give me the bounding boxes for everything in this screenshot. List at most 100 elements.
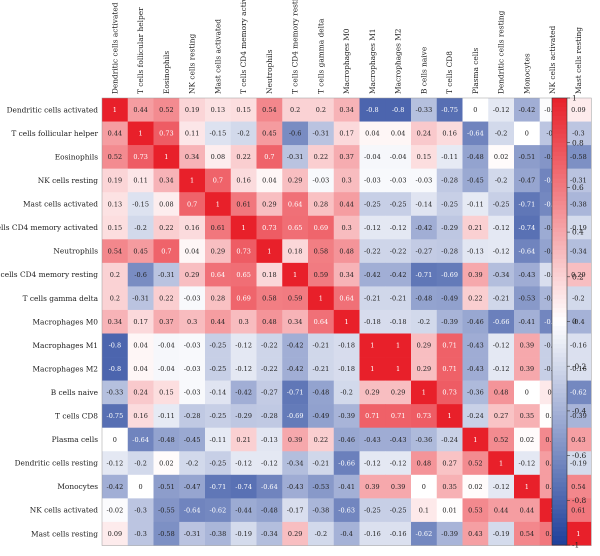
row-label: T cells follicular helper bbox=[11, 129, 98, 138]
heatmap-cell bbox=[230, 357, 257, 381]
cell-value-label: 0.52 bbox=[468, 459, 482, 467]
cell-value-label: 0.54 bbox=[571, 483, 585, 491]
heatmap-cell bbox=[488, 451, 515, 476]
heatmap-cell bbox=[411, 98, 438, 122]
cell-value-label: -0.43 bbox=[467, 342, 484, 350]
colorbar-segment bbox=[552, 442, 567, 448]
cell-value-label: 0.2 bbox=[290, 106, 300, 114]
cell-value-label: 0.27 bbox=[494, 412, 508, 420]
cell-value-label: -0.8 bbox=[109, 365, 122, 373]
heatmap-cell bbox=[308, 239, 335, 264]
heatmap-cell bbox=[153, 474, 180, 499]
cell-value-label: -0.18 bbox=[338, 342, 355, 350]
heatmap-cell bbox=[127, 168, 154, 193]
cell-value-label: -0.12 bbox=[235, 459, 252, 467]
heatmap-cell bbox=[256, 380, 283, 405]
colorbar-segment bbox=[552, 236, 567, 242]
colorbar-segment bbox=[552, 477, 567, 483]
colorbar-segment bbox=[552, 281, 567, 287]
heatmap-cell bbox=[127, 380, 154, 405]
cell-value-label: -0.28 bbox=[184, 412, 201, 420]
cell-value-label: -0.2 bbox=[134, 224, 147, 232]
cell-value-label: 0.19 bbox=[185, 106, 199, 114]
heatmap-cell bbox=[359, 145, 386, 169]
cell-value-label: -0.12 bbox=[493, 224, 510, 232]
cell-value-label: -0.11 bbox=[441, 153, 458, 161]
colorbar-segment bbox=[552, 160, 567, 166]
cell-value-label: -0.55 bbox=[158, 506, 175, 514]
cell-value-label: -0.21 bbox=[364, 294, 381, 302]
cell-value-label: -0.16 bbox=[570, 342, 587, 350]
cell-value-label: -0.18 bbox=[390, 318, 407, 326]
colorbar-segment bbox=[552, 209, 567, 215]
cell-value-label: 0.54 bbox=[262, 106, 276, 114]
heatmap-cell bbox=[102, 215, 129, 240]
cell-value-label: 1 bbox=[499, 459, 503, 467]
colorbar-segment bbox=[552, 111, 567, 117]
cell-value-label: -0.21 bbox=[313, 365, 330, 373]
cell-value-label: 0.16 bbox=[185, 224, 199, 232]
colorbar-segment bbox=[552, 357, 567, 363]
cell-value-label: 0.02 bbox=[494, 153, 508, 161]
heatmap-cell bbox=[230, 427, 257, 452]
column-label: NK cells activated bbox=[548, 25, 557, 94]
cell-value-label: 0.24 bbox=[133, 389, 147, 397]
heatmap-cell bbox=[462, 357, 489, 381]
cell-value-label: -0.34 bbox=[493, 271, 510, 279]
cell-value-label: 0.7 bbox=[264, 153, 274, 161]
heatmap-cell bbox=[308, 333, 335, 358]
cell-value-label: 0.61 bbox=[571, 506, 585, 514]
colorbar-segment bbox=[552, 227, 567, 233]
column-label: Macrophages M1 bbox=[368, 28, 377, 94]
heatmap-cell bbox=[411, 357, 438, 381]
heatmap-cell bbox=[411, 145, 438, 169]
cell-value-label: 0.22 bbox=[236, 153, 250, 161]
cell-value-label: 0.48 bbox=[262, 318, 276, 326]
cell-value-label: -0.48 bbox=[416, 294, 433, 302]
colorbar-segment bbox=[552, 294, 567, 300]
cell-value-label: -0.11 bbox=[158, 412, 175, 420]
colorbar: 1 0.8 0.6 0.4 0.2 0 -0.2 -0.4 -0.6 -0.8 -1 bbox=[551, 94, 587, 550]
heatmap-cell bbox=[256, 145, 283, 169]
heatmap-cell bbox=[102, 121, 129, 146]
heatmap-cell bbox=[565, 498, 592, 523]
heatmap-cell bbox=[514, 451, 541, 476]
cell-value-label: 0.71 bbox=[442, 342, 456, 350]
column-label: Macrophages M2 bbox=[394, 28, 403, 94]
heatmap-cell bbox=[385, 98, 412, 122]
row-label: Monocytes bbox=[57, 482, 98, 491]
heatmap-cell bbox=[411, 262, 438, 287]
heatmap-cell bbox=[102, 262, 129, 287]
cell-value-label: -0.48 bbox=[158, 436, 175, 444]
cell-value-label: 0.04 bbox=[133, 365, 147, 373]
heatmap-cell bbox=[436, 357, 463, 381]
heatmap-cell bbox=[127, 521, 154, 546]
heatmap-cell bbox=[565, 333, 592, 358]
cell-value-label: -0.31 bbox=[158, 271, 175, 279]
cell-value-label: -0.25 bbox=[364, 200, 381, 208]
cell-value-label: -0.71 bbox=[287, 389, 304, 397]
cell-value-label: 1 bbox=[164, 153, 168, 161]
cell-value-label: 0.29 bbox=[391, 389, 405, 397]
cell-value-label: -0.69 bbox=[287, 412, 304, 420]
colorbar-segment bbox=[552, 522, 567, 528]
heatmap-cell bbox=[385, 404, 412, 428]
heatmap-cell bbox=[102, 333, 129, 358]
cell-value-label: -0.74 bbox=[235, 483, 252, 491]
heatmap-cell bbox=[230, 239, 257, 264]
cell-value-label: -0.64 bbox=[184, 506, 201, 514]
cell-value-label: 0.29 bbox=[288, 177, 302, 185]
column-label: Plasma cells bbox=[471, 47, 480, 94]
heatmap-cell bbox=[153, 380, 180, 405]
colorbar-segment bbox=[552, 182, 567, 188]
cell-value-label: -0.49 bbox=[313, 412, 330, 420]
heatmap-cell bbox=[565, 121, 592, 146]
heatmap-cell bbox=[153, 404, 180, 428]
cell-value-label: 0.2 bbox=[110, 271, 120, 279]
cell-value-label: 1 bbox=[448, 412, 452, 420]
colorbar-segment bbox=[552, 151, 567, 157]
row-label: Plasma cells bbox=[52, 435, 99, 444]
heatmap-cell bbox=[230, 404, 257, 428]
column-label: Neutrophils bbox=[265, 49, 274, 94]
